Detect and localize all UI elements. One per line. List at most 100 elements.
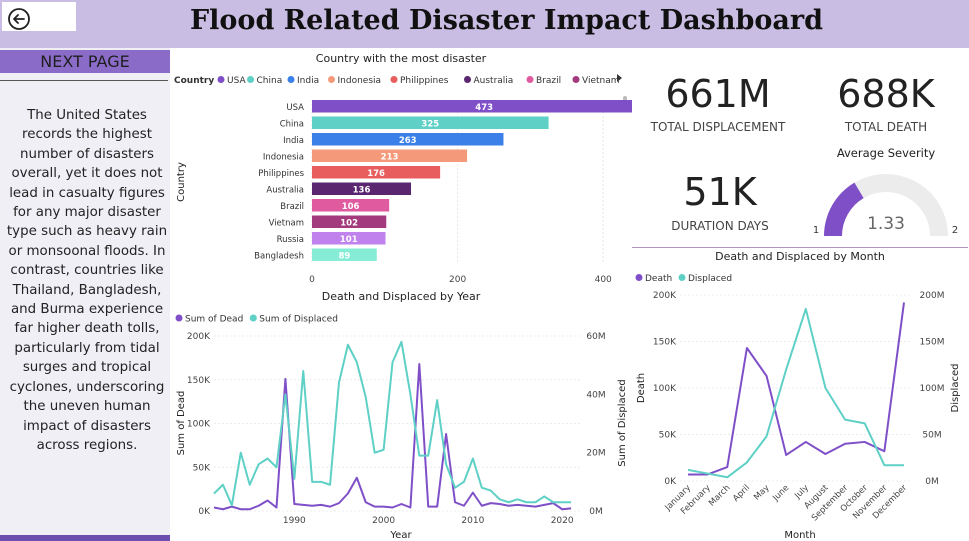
legend-label: USA (227, 76, 246, 86)
month-y-tick: 200K (653, 291, 677, 301)
legend-scroll-icon (617, 74, 622, 82)
year-x-tick: 2010 (461, 516, 484, 526)
bar-category-label: China (280, 120, 304, 130)
next-page-button[interactable]: NEXT PAGE (0, 50, 170, 73)
gauge-fill (824, 182, 864, 236)
legend-swatch (526, 76, 534, 83)
year-y2-tick: 40M (586, 390, 605, 400)
back-area (2, 2, 76, 31)
legend-swatch (175, 314, 183, 322)
month-x-tick: June (770, 483, 791, 504)
month-line-chart: Death and Displaced by Month Death Displac… (635, 250, 961, 541)
bar-value-label: 325 (421, 120, 439, 130)
bar-category-label: Vietnam (269, 219, 304, 229)
month-y-axis-label: Death (636, 373, 647, 403)
year-y-tick: 200K (187, 332, 211, 342)
legend-swatch (249, 314, 257, 322)
month-y2-tick: 0M (925, 477, 939, 487)
month-series-line (688, 302, 905, 476)
bar-value-label: 263 (399, 136, 417, 146)
bar-category-label: Philippines (258, 169, 304, 179)
legend-swatch (328, 76, 335, 83)
month-y2-tick: 100M (920, 384, 945, 394)
legend-label: India (297, 76, 319, 86)
bar (312, 100, 632, 113)
year-y2-axis-label: Sum of Displaced (617, 379, 628, 466)
bar-value-label: 136 (353, 186, 371, 196)
bar-y-axis-label: Country (176, 162, 187, 202)
month-chart-title: Death and Displaced by Month (715, 250, 885, 263)
bar (312, 199, 390, 212)
gauge-min: 1 (813, 225, 819, 236)
severity-gauge: Average Severity 1.33 1 2 (813, 146, 958, 236)
legend-label: Brazil (536, 76, 561, 86)
month-y-tick: 100K (653, 384, 677, 394)
bar-category-label: Australia (266, 186, 304, 196)
duration-days-value: 51K (683, 170, 757, 214)
bar (312, 182, 412, 195)
year-y2-tick: 0M (589, 507, 603, 517)
page-title: Flood Related Disaster Impact Dashboard (190, 5, 823, 36)
legend-swatch (217, 76, 225, 83)
bar (312, 116, 549, 129)
country-bar-chart: Country with the most disaster Country USA… (174, 52, 632, 285)
year-y-tick: 50K (193, 463, 211, 473)
sidebar-divider (0, 80, 168, 81)
legend-swatch (464, 76, 471, 83)
year-x-tick: 1990 (283, 516, 306, 526)
total-death-label: TOTAL DEATH (844, 120, 928, 134)
year-y2-tick: 60M (586, 332, 605, 342)
legend-label: Indonesia (338, 76, 382, 86)
year-y-axis-label: Sum of Dead (176, 391, 187, 456)
year-y-tick: 0K (198, 507, 211, 517)
gauge-title: Average Severity (837, 146, 936, 160)
bar-value-label: 101 (340, 235, 358, 245)
back-arrow-icon[interactable] (7, 7, 31, 31)
legend-swatch (390, 76, 398, 83)
year-x-tick: 2020 (551, 516, 574, 526)
bar-category-label: India (283, 136, 304, 146)
month-x-tick: March (707, 483, 732, 508)
header-bar: Flood Related Disaster Impact Dashboard (0, 0, 969, 48)
month-y-tick: 0K (664, 477, 677, 487)
legend-label: Vietnam (582, 76, 620, 86)
legend-label: Sum of Displaced (259, 315, 338, 325)
bar-category-label: Russia (277, 235, 304, 245)
legend-swatch (678, 274, 686, 281)
month-y2-tick: 150M (920, 338, 945, 348)
bar (312, 166, 441, 179)
legend-title: Country (174, 76, 214, 86)
year-series-line (213, 340, 572, 507)
month-x-tick: May (752, 483, 772, 503)
bar-x-tick: 200 (449, 275, 466, 285)
bar (312, 248, 377, 261)
month-x-tick: April (731, 483, 752, 504)
legend-swatch (287, 76, 295, 83)
bar-category-label: USA (286, 103, 304, 113)
year-x-axis-label: Year (389, 530, 412, 541)
year-y-tick: 100K (187, 420, 211, 430)
sidebar (0, 48, 170, 541)
total-death-value: 688K (837, 72, 935, 116)
month-y2-tick: 200M (920, 291, 945, 301)
gauge-value: 1.33 (867, 214, 905, 234)
legend-label: Sum of Dead (185, 315, 243, 325)
year-y2-tick: 20M (586, 449, 605, 459)
year-line-chart: Death and Displaced by Year Sum of Dead Su… (175, 290, 628, 541)
month-y2-tick: 50M (922, 431, 941, 441)
bar-x-tick: 0 (309, 275, 315, 285)
bar-chart-title: Country with the most disaster (316, 52, 487, 65)
year-series-line (213, 363, 572, 511)
month-series-line (687, 307, 904, 479)
gauge-max: 2 (952, 225, 958, 236)
bar-x-tick: 400 (595, 275, 612, 285)
month-y2-axis-label: Displaced (950, 364, 961, 413)
bar-value-label: 106 (342, 202, 360, 212)
bar (312, 149, 468, 162)
month-y-tick: 50K (659, 431, 677, 441)
sidebar-bottom-bar (0, 535, 170, 541)
legend-swatch (572, 76, 580, 83)
total-displacement-value: 661M (665, 72, 771, 116)
bar (312, 232, 386, 245)
